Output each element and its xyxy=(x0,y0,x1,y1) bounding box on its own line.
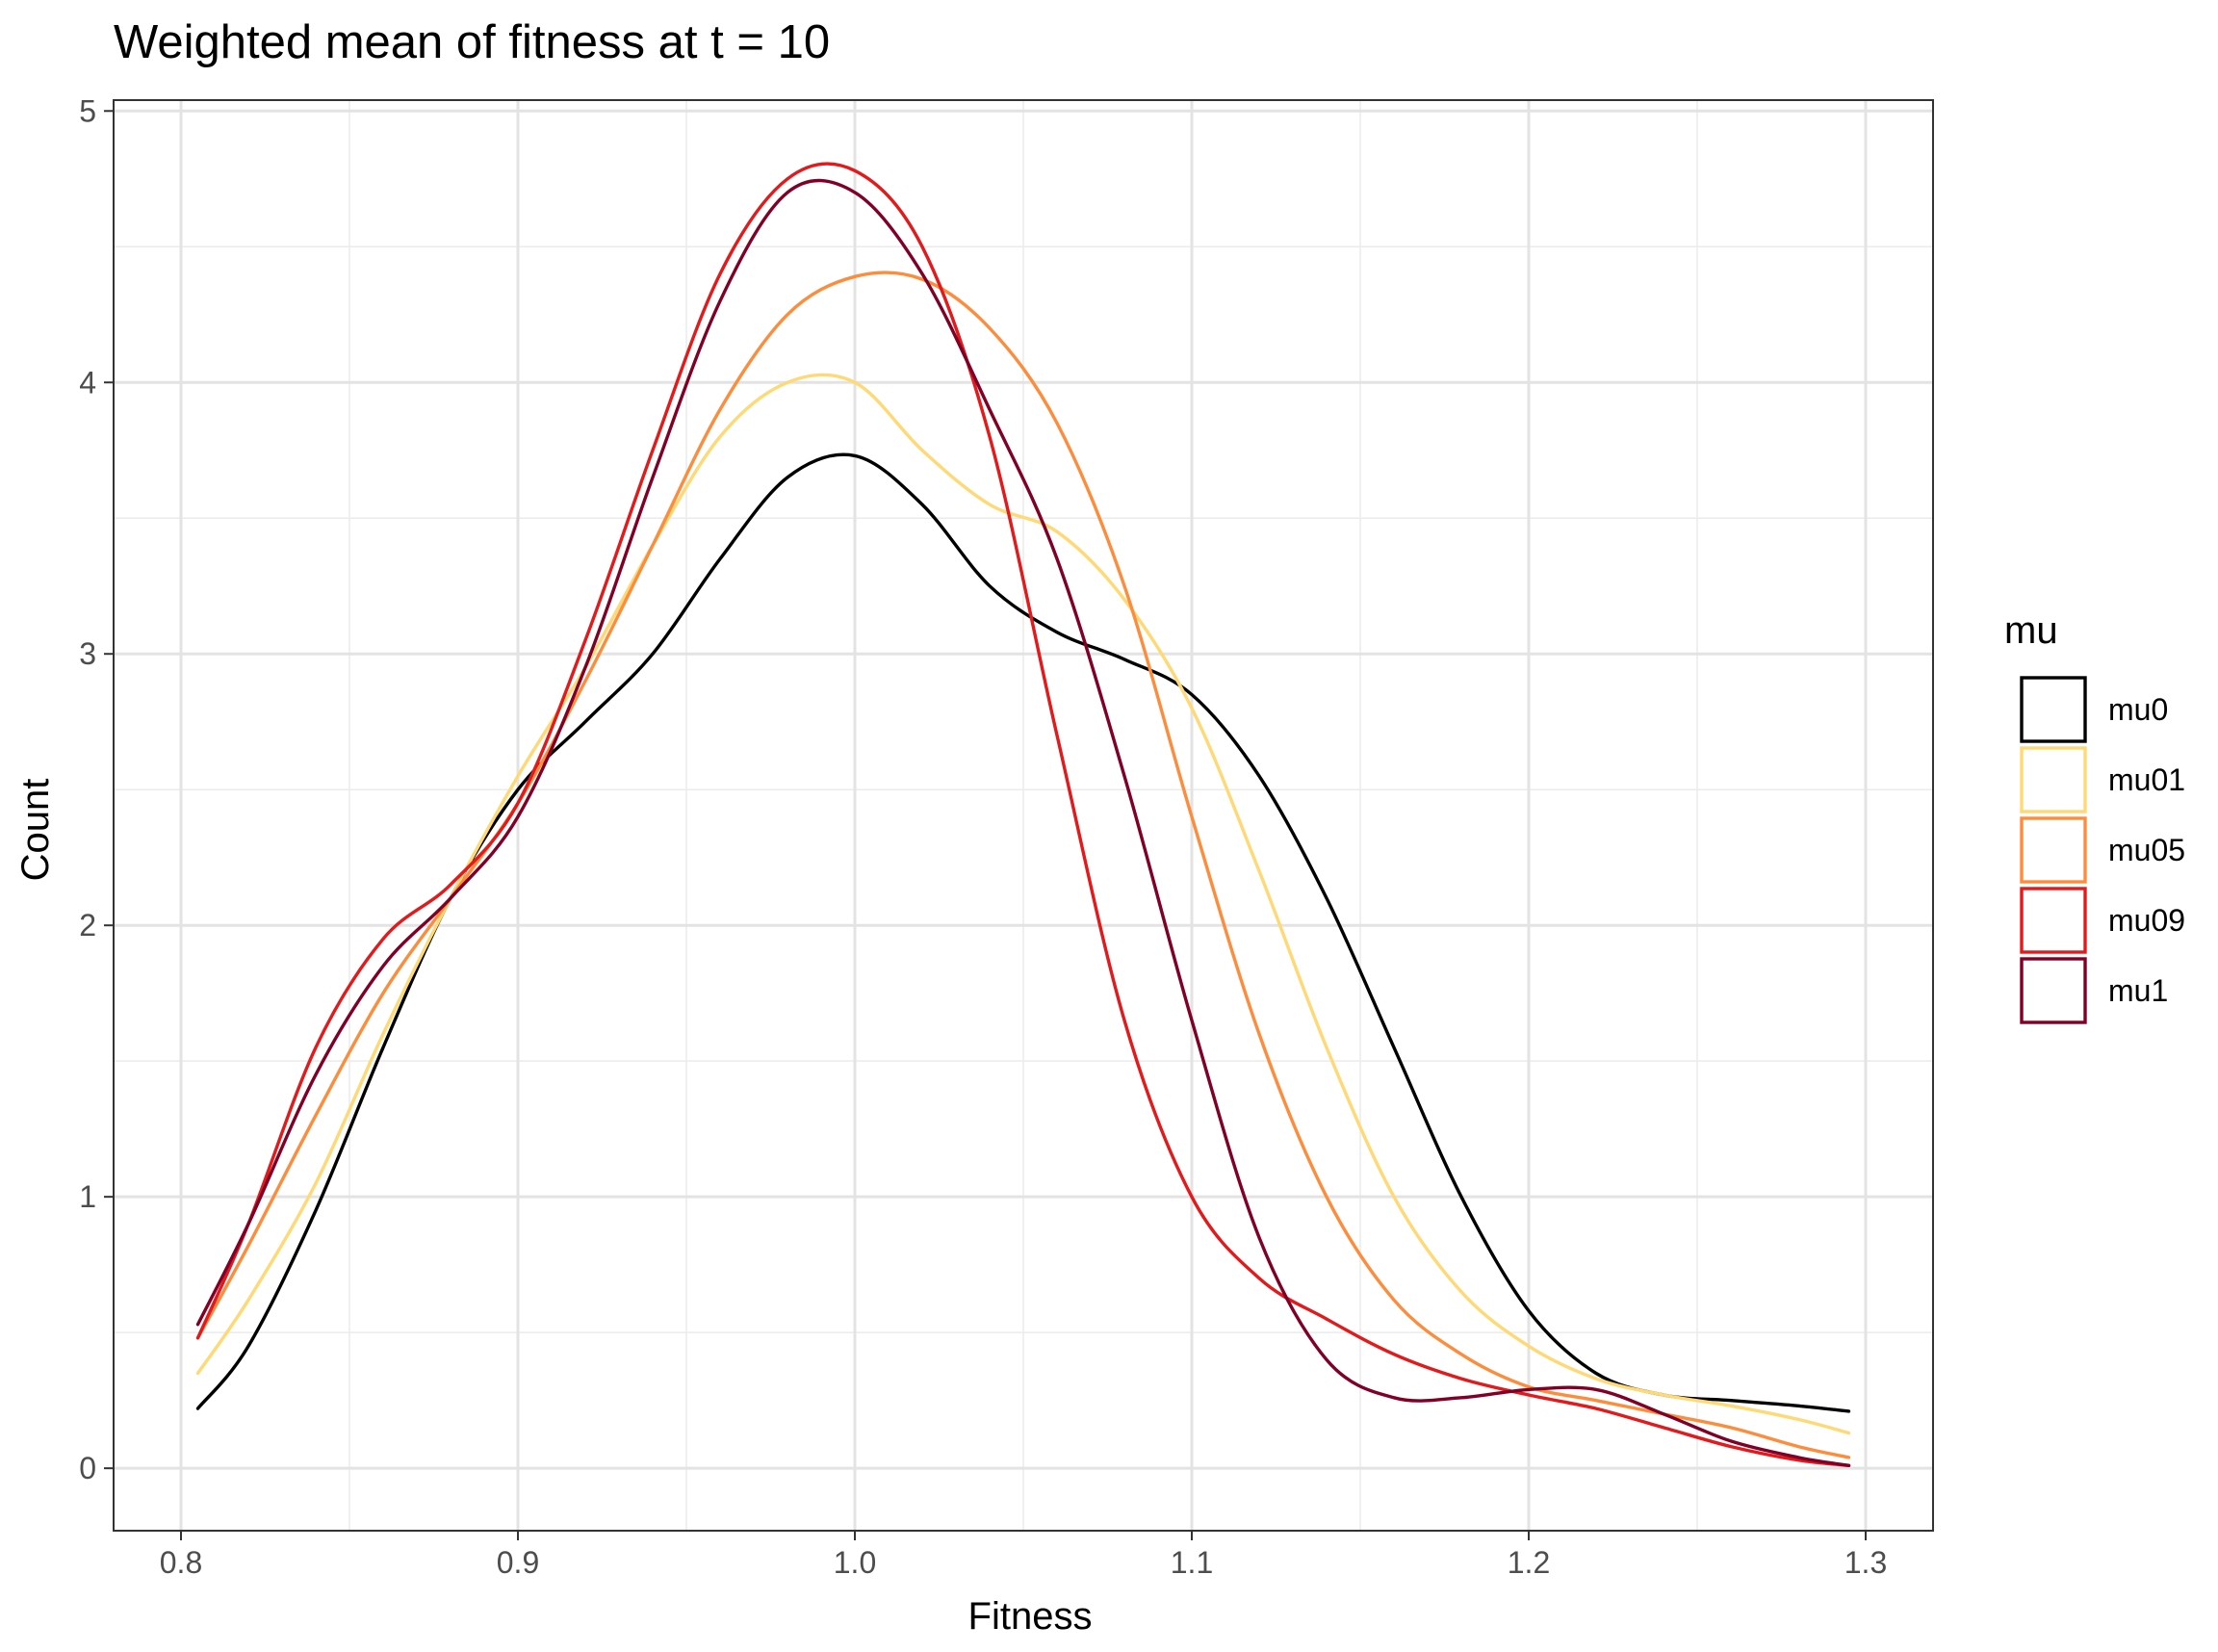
y-tick-label: 0 xyxy=(79,1451,96,1485)
y-tick-label: 2 xyxy=(79,908,96,942)
y-tick-label: 5 xyxy=(79,93,96,128)
legend-label-mu0: mu0 xyxy=(2108,692,2168,727)
legend-key-mu1 xyxy=(2020,957,2087,1024)
legend-key-mu05 xyxy=(2020,816,2087,884)
legend-key-mu01 xyxy=(2020,746,2087,813)
chart-title: Weighted mean of fitness at t = 10 xyxy=(114,16,830,68)
plot-border xyxy=(113,99,1934,1532)
y-tick-label: 1 xyxy=(79,1179,96,1214)
x-tick-label: 1.1 xyxy=(1171,1545,1213,1580)
legend-key-mu0 xyxy=(2020,676,2087,743)
x-tick-label: 1.0 xyxy=(834,1545,876,1580)
legend-label-mu05: mu05 xyxy=(2108,833,2185,867)
series-line-mu1 xyxy=(195,178,1851,1467)
legend-label-mu09: mu09 xyxy=(2108,903,2185,938)
legend-label-mu1: mu1 xyxy=(2108,973,2168,1008)
y-axis-title: Count xyxy=(14,779,57,882)
legend-title: mu xyxy=(2004,609,2058,652)
x-axis-title: Fitness xyxy=(968,1595,1093,1638)
y-tick-label: 4 xyxy=(79,365,96,400)
plot-panel: 0.8 0.9 1.0 1.1 1.2 1.3 0 1 2 3 4 5 xyxy=(79,93,1934,1580)
y-tick-label: 3 xyxy=(79,636,96,671)
legend-key-mu09 xyxy=(2020,887,2087,954)
x-tick-label: 0.8 xyxy=(160,1545,202,1580)
legend: mu0 mu01 mu05 mu09 mu1 xyxy=(2020,676,2185,1024)
legend-label-mu01: mu01 xyxy=(2108,762,2185,797)
x-tick-label: 1.2 xyxy=(1508,1545,1550,1580)
x-tick-label: 0.9 xyxy=(497,1545,539,1580)
x-tick-label: 1.3 xyxy=(1844,1545,1887,1580)
